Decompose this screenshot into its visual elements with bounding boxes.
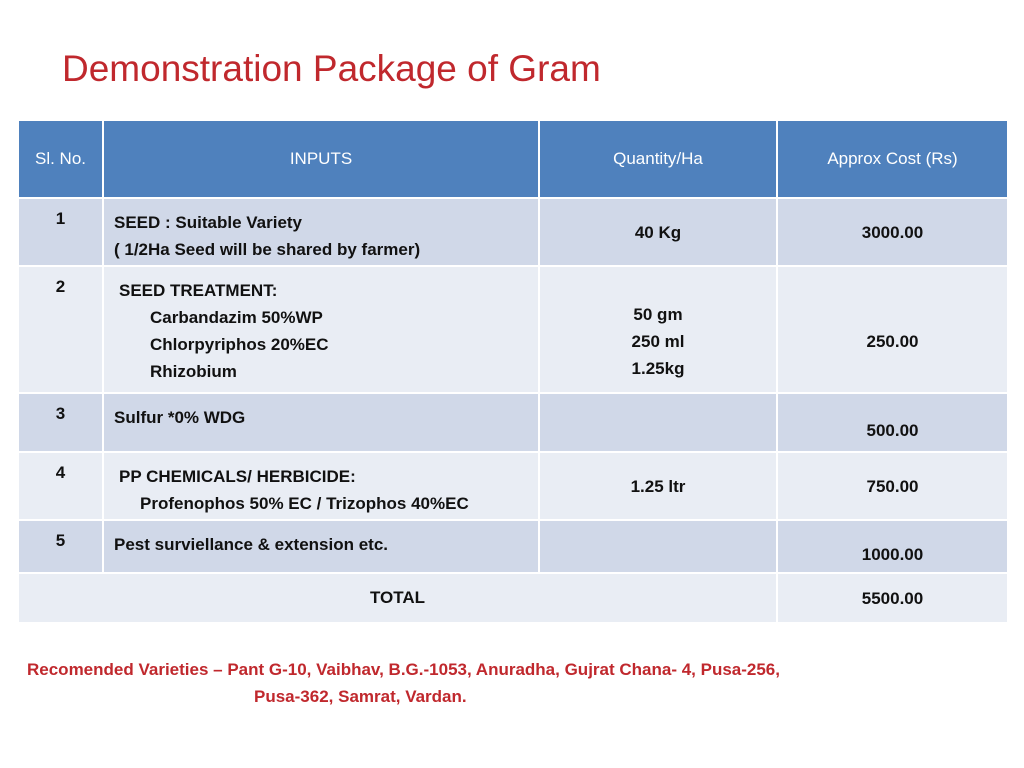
cell-sl-no: 4 bbox=[17, 451, 104, 521]
input-line: SEED : Suitable Variety bbox=[114, 213, 303, 232]
cell-cost: 3000.00 bbox=[776, 197, 1009, 267]
cell-inputs: Sulfur *0% WDG bbox=[102, 392, 540, 453]
input-line: Sulfur *0% WDG bbox=[114, 408, 246, 427]
recommended-varieties-note: Recomended Varieties – Pant G-10, Vaibha… bbox=[27, 656, 780, 710]
cell-sl-no: 1 bbox=[17, 197, 104, 267]
cell-cost: 750.00 bbox=[776, 451, 1009, 521]
header-inputs: INPUTS bbox=[102, 119, 540, 199]
quantity-line: 1.25kg bbox=[631, 359, 685, 378]
total-label: TOTAL bbox=[17, 572, 778, 624]
input-line: Profenophos 50% EC / Trizophos 40%EC bbox=[140, 494, 469, 513]
cell-sl-no: 5 bbox=[17, 519, 104, 574]
page-title: Demonstration Package of Gram bbox=[62, 48, 601, 89]
cell-quantity: 40 Kg bbox=[538, 197, 778, 267]
header-cost: Approx Cost (Rs) bbox=[776, 119, 1009, 199]
table-row: 5 Pest surviellance & extension etc. 100… bbox=[17, 519, 1009, 574]
table-row: 2 SEED TREATMENT: Carbandazim 50%WP Chlo… bbox=[17, 265, 1009, 394]
input-line: Pest surviellance & extension etc. bbox=[114, 535, 389, 554]
header-quantity: Quantity/Ha bbox=[538, 119, 778, 199]
total-row: TOTAL 5500.00 bbox=[17, 572, 1009, 624]
cell-cost: 1000.00 bbox=[776, 519, 1009, 574]
input-line: ( 1/2Ha Seed will be shared by farmer) bbox=[114, 240, 421, 259]
cell-inputs: SEED : Suitable Variety ( 1/2Ha Seed wil… bbox=[102, 197, 540, 267]
quantity-line: 1.25 ltr bbox=[630, 476, 686, 496]
cell-quantity bbox=[538, 392, 778, 453]
package-table: Sl. No. INPUTS Quantity/Ha Approx Cost (… bbox=[17, 119, 1009, 624]
cell-inputs: Pest surviellance & extension etc. bbox=[102, 519, 540, 574]
cell-inputs: SEED TREATMENT: Carbandazim 50%WP Chlorp… bbox=[102, 265, 540, 394]
table-header-row: Sl. No. INPUTS Quantity/Ha Approx Cost (… bbox=[17, 119, 1009, 199]
note-line-2: Pusa-362, Samrat, Vardan. bbox=[254, 687, 467, 706]
quantity-line: 50 gm bbox=[633, 305, 683, 324]
table-row: 1 SEED : Suitable Variety ( 1/2Ha Seed w… bbox=[17, 197, 1009, 267]
quantity-line: 40 Kg bbox=[634, 222, 682, 242]
cell-cost: 250.00 bbox=[776, 265, 1009, 394]
cell-sl-no: 3 bbox=[17, 392, 104, 453]
input-line: PP CHEMICALS/ HERBICIDE: bbox=[119, 467, 356, 486]
cell-quantity bbox=[538, 519, 778, 574]
note-line-1: Recomended Varieties – Pant G-10, Vaibha… bbox=[27, 660, 780, 679]
cell-sl-no: 2 bbox=[17, 265, 104, 394]
cell-quantity: 50 gm 250 ml 1.25kg bbox=[538, 265, 778, 394]
cell-cost: 500.00 bbox=[776, 392, 1009, 453]
input-line: Chlorpyriphos 20%EC bbox=[150, 335, 329, 354]
cell-inputs: PP CHEMICALS/ HERBICIDE: Profenophos 50%… bbox=[102, 451, 540, 521]
cell-quantity: 1.25 ltr bbox=[538, 451, 778, 521]
input-line: Carbandazim 50%WP bbox=[150, 308, 323, 327]
quantity-line: 250 ml bbox=[631, 332, 685, 351]
input-line: SEED TREATMENT: bbox=[119, 281, 278, 300]
table-row: 3 Sulfur *0% WDG 500.00 bbox=[17, 392, 1009, 453]
total-cost: 5500.00 bbox=[776, 572, 1009, 624]
header-sl-no: Sl. No. bbox=[17, 119, 104, 199]
input-line: Rhizobium bbox=[150, 362, 237, 381]
table-row: 4 PP CHEMICALS/ HERBICIDE: Profenophos 5… bbox=[17, 451, 1009, 521]
